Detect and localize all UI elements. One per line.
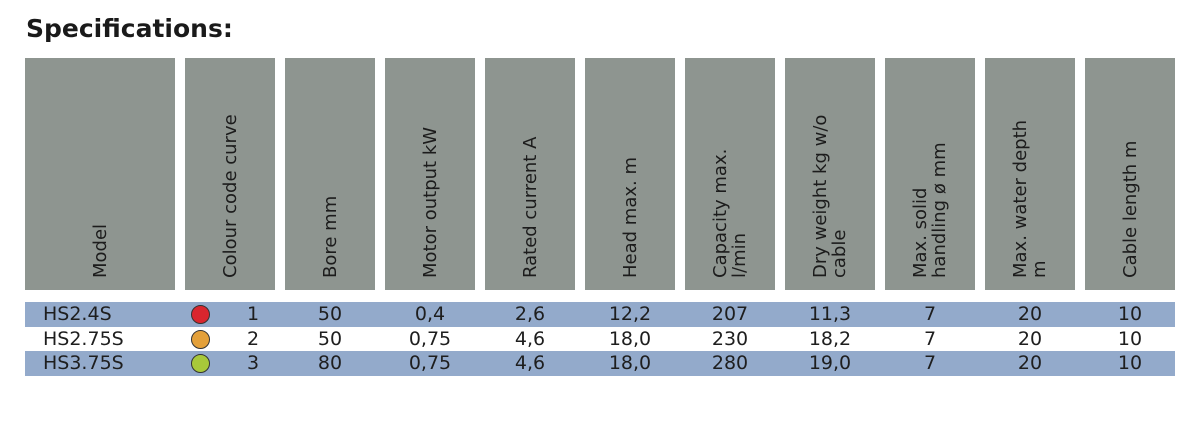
column-header-label: Max. solid handling ø mm <box>910 142 950 278</box>
cell-colour-code-curve: 3 <box>246 352 260 374</box>
cell-capacity-max: 230 <box>711 328 749 350</box>
column-header-max-water-depth: Max. water depth m <box>985 58 1075 290</box>
cell-model: HS2.4S <box>43 303 112 325</box>
cell-colour-code-curve: 1 <box>246 303 260 325</box>
cell-capacity-max: 207 <box>711 303 749 325</box>
column-header-label: Dry weight kg w/o cable <box>810 114 850 278</box>
column-header-label: Rated current A <box>519 136 541 278</box>
cell-max-solid-handling: 7 <box>923 352 937 374</box>
cell-dry-weight: 19,0 <box>808 352 852 374</box>
column-header-label: Motor output kW <box>419 126 441 278</box>
cell-max-water-depth: 20 <box>1017 303 1043 325</box>
column-header-motor-output: Motor output kW <box>385 58 475 290</box>
cell-bore: 50 <box>317 328 343 350</box>
cell-motor-output: 0,75 <box>408 352 452 374</box>
column-header-label: Max. water depth m <box>1010 119 1050 278</box>
cell-rated-current: 2,6 <box>514 303 546 325</box>
colour-dot-icon <box>191 354 210 373</box>
column-header-model: Model <box>25 58 175 290</box>
cell-max-solid-handling: 7 <box>923 303 937 325</box>
cell-max-water-depth: 20 <box>1017 328 1043 350</box>
column-header-cable-length: Cable length m <box>1085 58 1175 290</box>
cell-bore: 50 <box>317 303 343 325</box>
column-header-label: Model <box>89 223 111 278</box>
cell-cable-length: 10 <box>1117 328 1143 350</box>
column-header-label: Cable length m <box>1119 140 1141 278</box>
cell-cable-length: 10 <box>1117 352 1143 374</box>
cell-max-solid-handling: 7 <box>923 328 937 350</box>
column-header-colour-code-curve: Colour code curve <box>185 58 275 290</box>
column-header-dry-weight: Dry weight kg w/o cable <box>785 58 875 290</box>
cell-dry-weight: 18,2 <box>808 328 852 350</box>
column-header-rated-current: Rated current A <box>485 58 575 290</box>
cell-head-max: 18,0 <box>608 352 652 374</box>
cell-capacity-max: 280 <box>711 352 749 374</box>
column-header-capacity-max: Capacity max. l/min <box>685 58 775 290</box>
cell-rated-current: 4,6 <box>514 328 546 350</box>
page-title: Specifications: <box>26 14 233 43</box>
cell-max-water-depth: 20 <box>1017 352 1043 374</box>
cell-head-max: 18,0 <box>608 328 652 350</box>
cell-model: HS3.75S <box>43 352 124 374</box>
colour-dot-icon <box>191 330 210 349</box>
cell-head-max: 12,2 <box>608 303 652 325</box>
cell-cable-length: 10 <box>1117 303 1143 325</box>
column-header-label: Bore mm <box>319 195 341 278</box>
column-header-head-max: Head max. m <box>585 58 675 290</box>
table-row: HS2.4S 1 50 0,4 2,6 12,2 207 11,3 7 20 10 <box>25 302 1175 327</box>
cell-model: HS2.75S <box>43 328 124 350</box>
cell-motor-output: 0,75 <box>408 328 452 350</box>
column-header-bore: Bore mm <box>285 58 375 290</box>
cell-dry-weight: 11,3 <box>808 303 852 325</box>
column-header-label: Colour code curve <box>219 114 241 278</box>
column-header-label: Head max. m <box>619 157 641 278</box>
cell-rated-current: 4,6 <box>514 352 546 374</box>
table-row: HS2.75S 2 50 0,75 4,6 18,0 230 18,2 7 20 10 <box>25 327 1175 352</box>
cell-colour-code-curve: 2 <box>246 328 260 350</box>
cell-motor-output: 0,4 <box>414 303 446 325</box>
colour-dot-icon <box>191 305 210 324</box>
column-header-max-solid-handling: Max. solid handling ø mm <box>885 58 975 290</box>
table-row: HS3.75S 3 80 0,75 4,6 18,0 280 19,0 7 20 10 <box>25 351 1175 376</box>
column-header-label: Capacity max. l/min <box>710 148 750 278</box>
cell-bore: 80 <box>317 352 343 374</box>
